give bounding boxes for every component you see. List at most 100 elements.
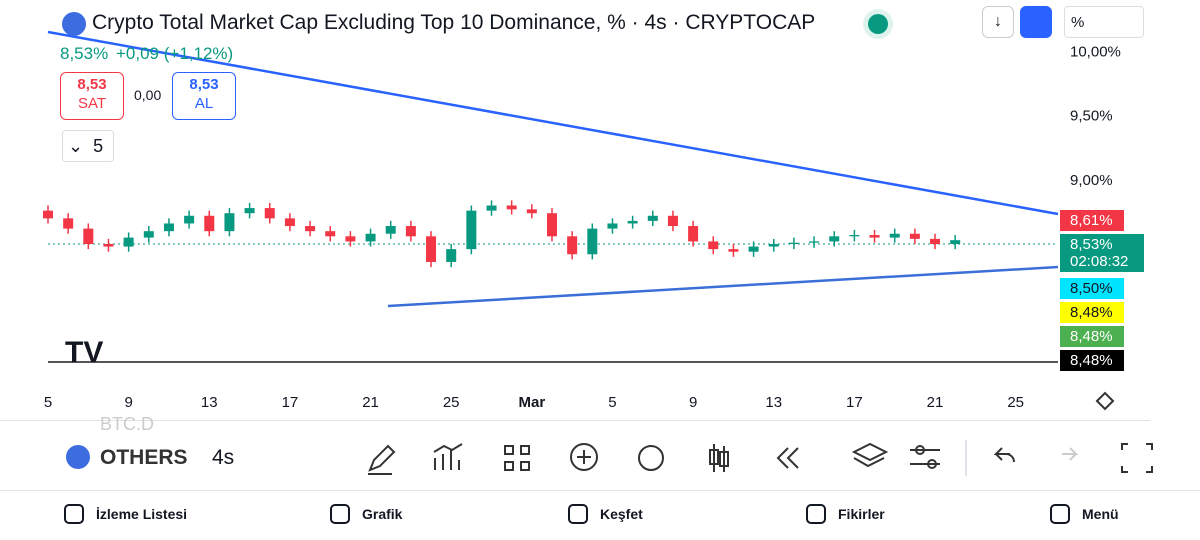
x-tick-label: 17 <box>282 394 299 411</box>
x-tick-label: 13 <box>765 394 782 411</box>
candle-body <box>607 223 618 229</box>
undo-icon[interactable] <box>993 447 1015 463</box>
price-tag-label: 8,48% <box>1070 328 1113 345</box>
y-tick-label: 9,00% <box>1070 172 1113 189</box>
candle-body <box>788 242 799 244</box>
price-tag-label: 8,61% <box>1070 212 1113 229</box>
candle-body <box>244 208 255 214</box>
fullscreen-icon[interactable] <box>1121 443 1153 473</box>
spread: 0,00 <box>134 87 162 103</box>
candle-body <box>224 213 235 232</box>
scale-button[interactable]: % <box>1064 6 1144 38</box>
candle-body <box>728 249 739 252</box>
nav-icon <box>806 504 826 524</box>
candle-body <box>466 210 477 250</box>
x-tick-label: 17 <box>846 394 863 411</box>
candle-body <box>264 208 275 219</box>
candle-body <box>426 236 437 262</box>
draw-icon[interactable] <box>368 444 396 475</box>
candle-body <box>163 223 174 232</box>
candle-body <box>930 238 941 244</box>
candle-body <box>688 226 699 242</box>
x-tick-label: 5 <box>608 394 616 411</box>
chart: TV 10,00% 9,50% 9,00% 5 9 13 17 21 25 Mar 5 9 13 17 21… <box>43 30 1121 411</box>
x-tick-label: 21 <box>927 394 944 411</box>
candle-body <box>748 246 759 252</box>
price-tag: 8,61% <box>1060 210 1124 231</box>
candle-body <box>667 215 678 227</box>
x-tick-label: 25 <box>443 394 460 411</box>
buy-button[interactable]: 8,53 AL <box>172 72 236 120</box>
sell-button[interactable]: 8,53 SAT <box>60 72 124 120</box>
candle-body <box>204 215 215 232</box>
candle-body <box>365 233 376 242</box>
candle-body <box>446 249 457 262</box>
price-tag: 8,53% 02:08:32 <box>1060 234 1144 272</box>
indicator-icon[interactable] <box>433 443 463 470</box>
buy-label: AL <box>194 95 214 112</box>
candle-body <box>526 209 537 214</box>
candle-body <box>305 226 316 232</box>
nav-item[interactable]: Keşfet <box>600 506 643 522</box>
trend-line <box>387 265 1059 308</box>
nav-item[interactable]: İzleme Listesi <box>96 506 188 522</box>
watch-prev: BTC.D <box>100 414 154 434</box>
replay-icon[interactable] <box>776 447 799 469</box>
symbol[interactable]: OTHERS <box>100 446 188 469</box>
symbol-icon <box>66 445 90 469</box>
status <box>868 14 888 34</box>
price-tag: 8,48% <box>1060 350 1124 371</box>
candle-body <box>829 236 840 242</box>
x-tick-label: 9 <box>689 394 697 411</box>
templates-icon[interactable] <box>504 445 530 471</box>
down-button[interactable]: ↓ <box>982 6 1014 38</box>
nav-item[interactable]: Menü <box>1082 506 1119 522</box>
indicators-toggle[interactable]: ⌄ 5 <box>62 130 114 162</box>
candle-body <box>889 233 900 238</box>
buy-price: 8,53 <box>189 76 219 93</box>
candle-body <box>405 226 416 237</box>
price-tag: 8,48% <box>1060 302 1124 323</box>
candle-body <box>708 241 719 250</box>
x-tick-label: 21 <box>362 394 379 411</box>
logo: TV <box>65 336 103 369</box>
candle-body <box>325 231 336 237</box>
nav-icon <box>64 504 84 524</box>
nav-icon <box>568 504 588 524</box>
candle-body <box>809 241 820 243</box>
sell-price: 8,53 <box>77 76 107 93</box>
candle-body <box>63 218 74 229</box>
change: +0,09 (+1,12%) <box>116 44 234 63</box>
alert-icon[interactable] <box>638 445 664 471</box>
divider <box>0 420 1150 421</box>
price-tag-label: 8,53% <box>1070 236 1113 253</box>
redo-icon[interactable] <box>1062 447 1079 461</box>
candle-body <box>869 235 880 238</box>
add-icon[interactable] <box>570 443 598 471</box>
candle-body <box>909 233 920 239</box>
candle-body <box>284 218 295 227</box>
toolbar-icons <box>368 440 1153 476</box>
y-tick-label: 9,50% <box>1070 108 1113 125</box>
candle-body <box>627 220 638 224</box>
candles-icon[interactable] <box>709 444 729 472</box>
candle-body <box>546 213 557 237</box>
candle-body <box>567 236 578 255</box>
interval[interactable]: 4s <box>212 446 235 469</box>
candle-body <box>143 231 154 238</box>
nav-item[interactable]: Grafik <box>362 506 403 522</box>
candle-body <box>43 210 53 219</box>
candle-body <box>768 244 779 247</box>
nav-icon <box>1050 504 1070 524</box>
layout-button[interactable] <box>1020 6 1052 38</box>
y-tick-label: 10,00% <box>1070 44 1121 61</box>
candle-body <box>103 244 114 247</box>
nav-item[interactable]: Fikirler <box>838 506 885 522</box>
candle-body <box>345 236 356 242</box>
x-tick-label: 25 <box>1007 394 1024 411</box>
layers-icon[interactable] <box>840 444 886 460</box>
x-tick-label: 9 <box>124 394 132 411</box>
sell-label: SAT <box>77 95 107 112</box>
title: Crypto Total Market Cap Excluding Top 10… <box>92 11 816 34</box>
